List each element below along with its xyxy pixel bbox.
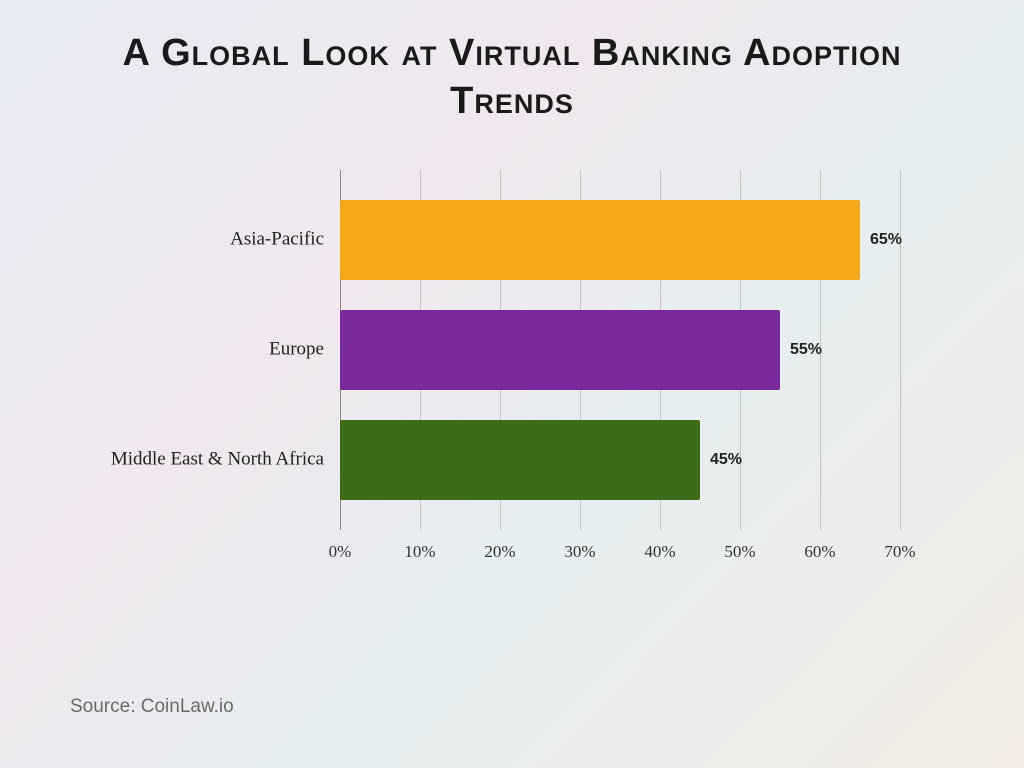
- bar-row: 55%Europe: [340, 310, 900, 390]
- x-tick-label: 60%: [795, 542, 845, 562]
- x-tick-label: 30%: [555, 542, 605, 562]
- bar: [340, 420, 700, 500]
- bar-row: 65%Asia-Pacific: [340, 200, 900, 280]
- x-tick-label: 10%: [395, 542, 445, 562]
- bar-value-label: 55%: [790, 341, 822, 359]
- plot-area: 0%10%20%30%40%50%60%70%65%Asia-Pacific55…: [340, 170, 900, 530]
- category-label: Asia-Pacific: [64, 229, 324, 252]
- bar: [340, 310, 780, 390]
- bar: [340, 200, 860, 280]
- x-tick-label: 50%: [715, 542, 765, 562]
- bar-value-label: 45%: [710, 451, 742, 469]
- chart-title: A Global Look at Virtual Banking Adoptio…: [0, 0, 1024, 125]
- bar-value-label: 65%: [870, 231, 902, 249]
- x-tick-label: 0%: [315, 542, 365, 562]
- x-tick-label: 70%: [875, 542, 925, 562]
- source-attribution: Source: CoinLaw.io: [70, 696, 234, 718]
- x-tick-label: 40%: [635, 542, 685, 562]
- bar-row: 45%Middle East & North Africa: [340, 420, 900, 500]
- category-label: Europe: [64, 339, 324, 362]
- chart-container: 0% 10% 20% 30% 40% 50% 60% 70% 65%Asia-Pacific 55…: [90, 170, 930, 590]
- category-label: Middle East & North Africa: [64, 449, 324, 472]
- gridline: [900, 170, 901, 530]
- x-tick-label: 20%: [475, 542, 525, 562]
